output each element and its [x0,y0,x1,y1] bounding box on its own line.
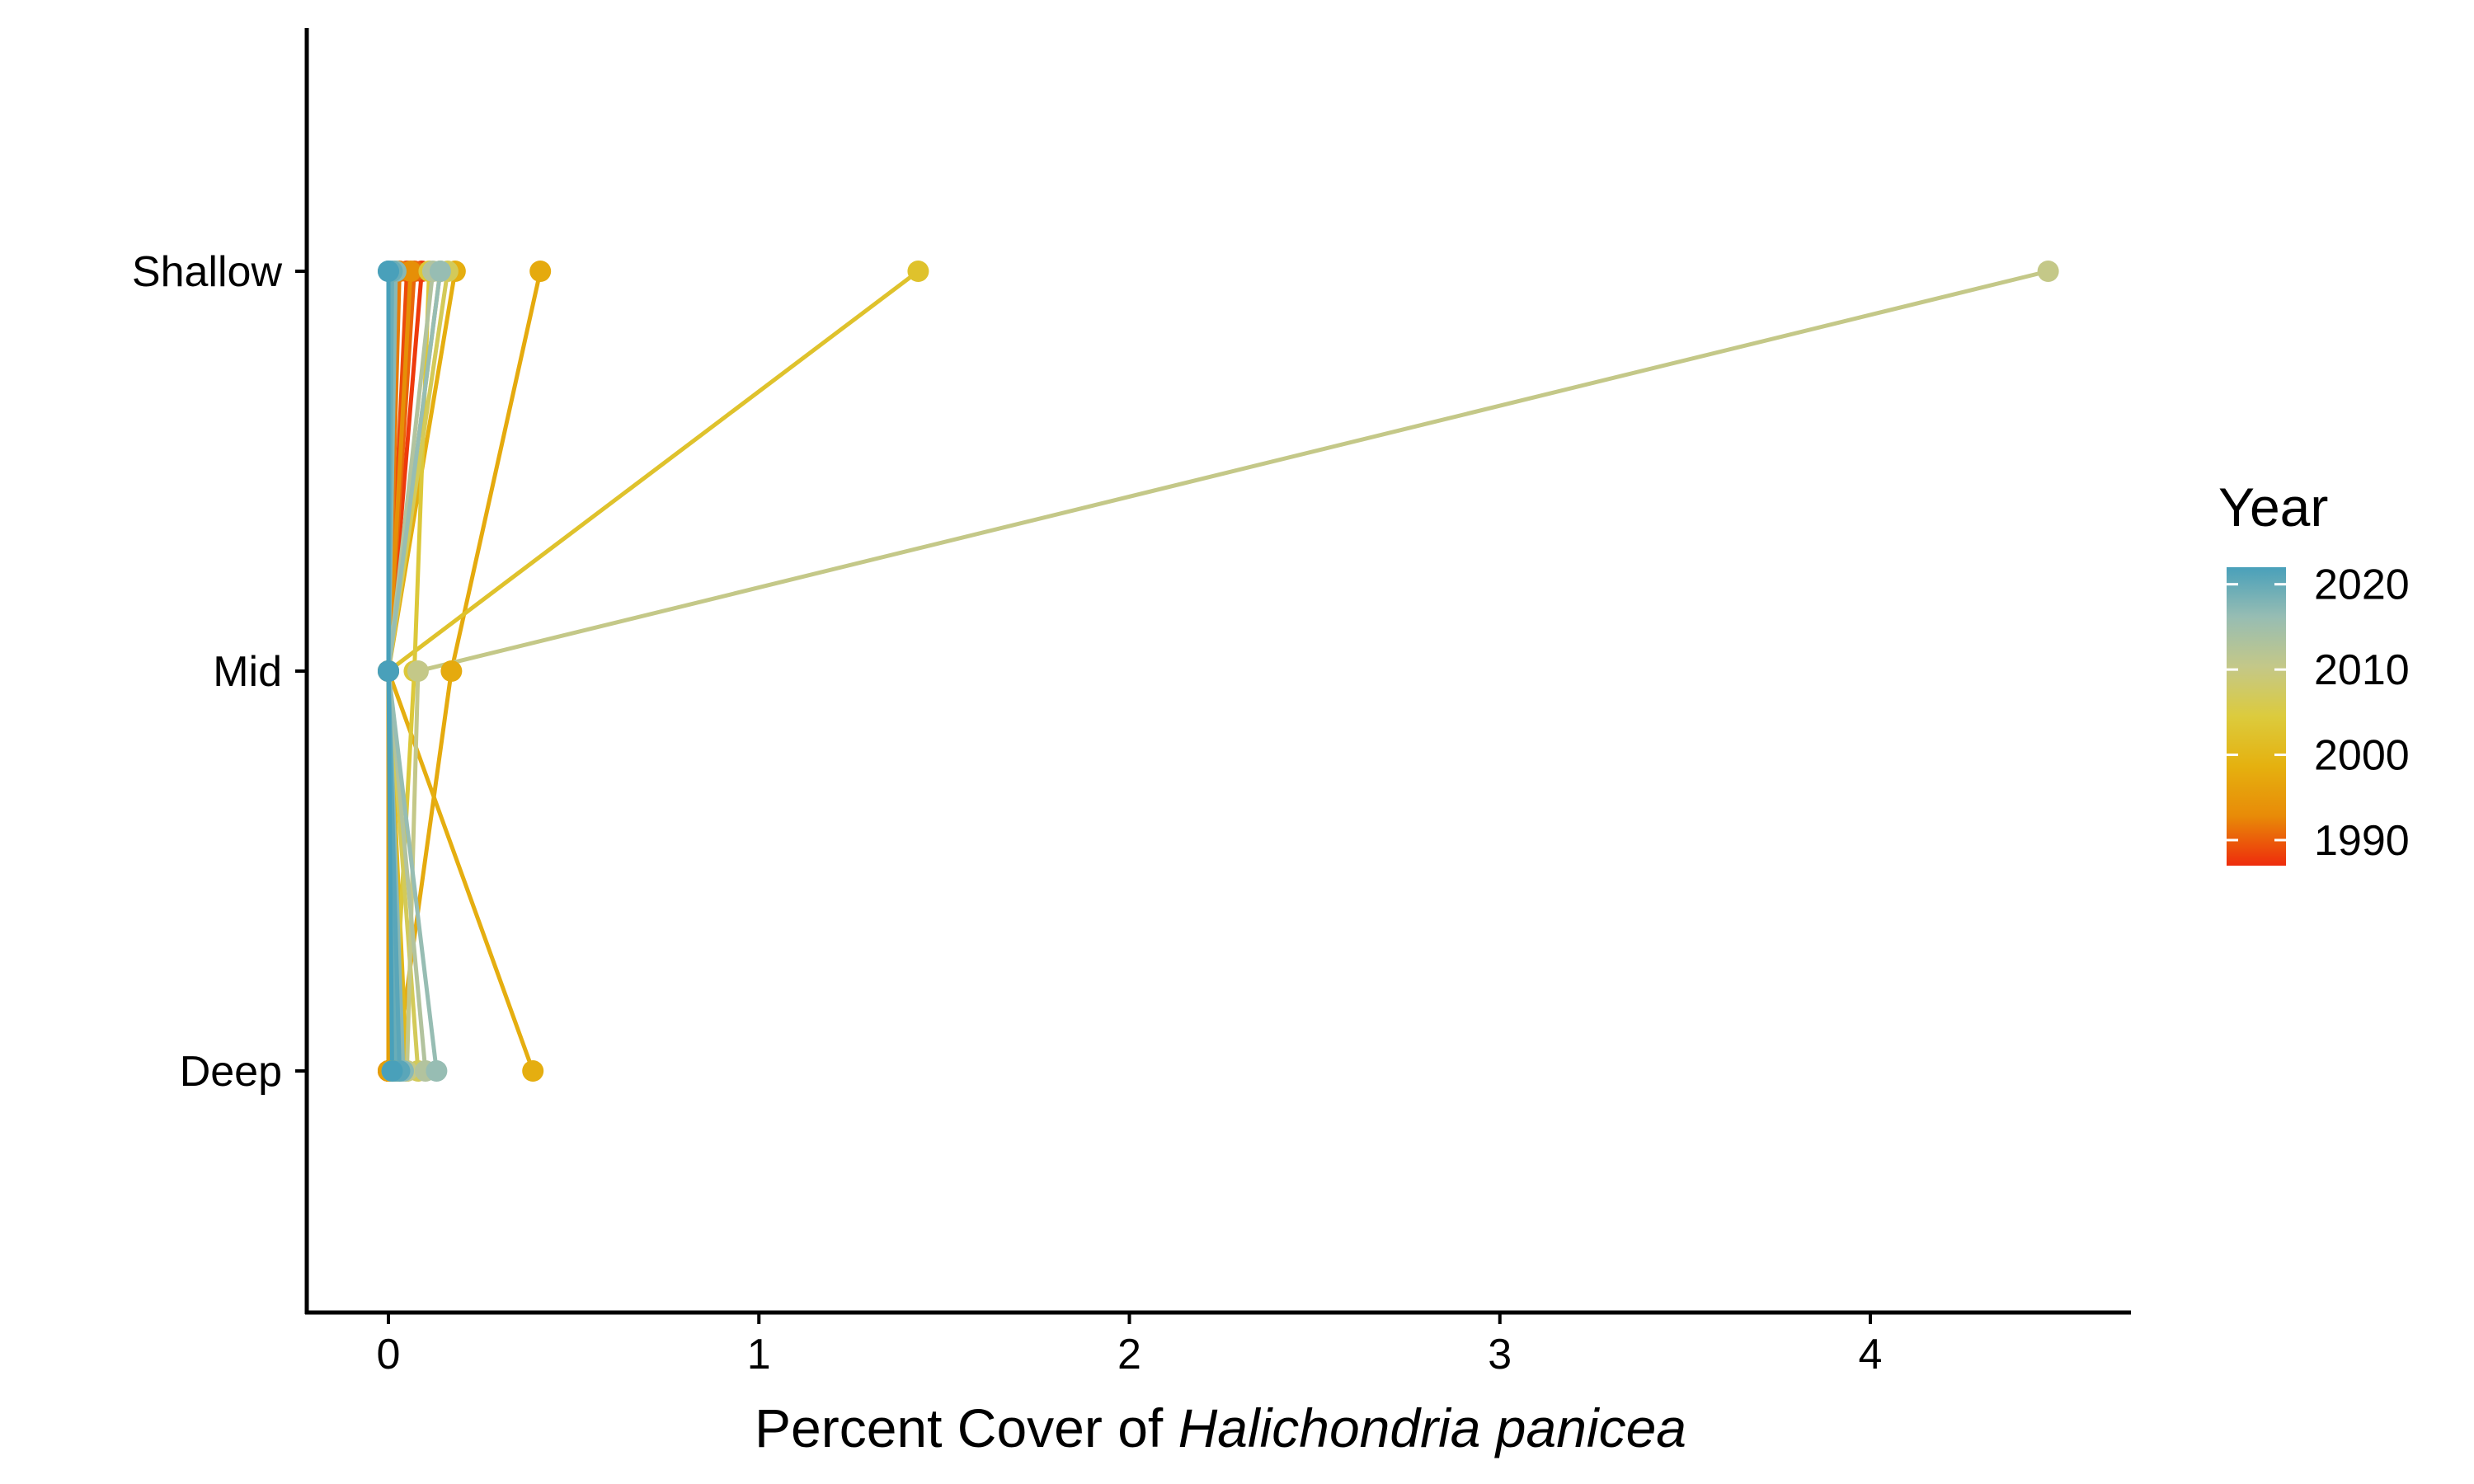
data-point-2016-shallow [429,261,451,282]
y-tick-label-shallow: Shallow [132,248,283,296]
data-point-2021-mid [378,660,399,682]
legend-ticks: 1990 2000 2010 2020 [2227,561,2410,865]
data-point-2001-mid [440,660,463,682]
data-point-2002-deep [522,1060,544,1082]
legend-colorbar [2227,567,2286,866]
data-point-2021-shallow [378,261,399,282]
plot-points [378,261,2059,1082]
legend: Year 1990 2000 2010 2020 [2218,477,2410,866]
y-tick-label-mid: Mid [213,648,282,696]
x-tick-label: 4 [1859,1331,1883,1378]
series-line-2012 [404,269,2049,1072]
data-point-2016-deep [426,1060,448,1082]
x-tick-label: 1 [747,1331,771,1378]
x-axis-ticks: 0 1 2 3 4 [377,1313,1883,1378]
x-tick-label: 0 [377,1331,401,1378]
axes [304,28,2131,1315]
series-line-2006 [386,270,920,1072]
legend-tick-label: 2000 [2314,732,2410,780]
data-point-2006-shallow [907,261,929,282]
data-point-1997-shallow [399,261,421,282]
y-tick-label-deep: Deep [180,1048,282,1096]
legend-tick-label: 2010 [2314,646,2410,694]
x-tick-label: 3 [1488,1331,1512,1378]
x-tick-label: 2 [1117,1331,1141,1378]
legend-tick-label: 1990 [2314,817,2410,865]
data-point-2012-shallow [2037,261,2059,282]
data-point-2001-shallow [529,261,552,282]
plot-lines [386,269,2049,1072]
y-axis-ticks: Deep Mid Shallow [132,248,307,1096]
data-point-2021-deep [381,1060,403,1082]
legend-tick-label: 2020 [2314,561,2410,609]
legend-title: Year [2218,477,2328,538]
x-axis-title: Percent Cover of Halichondria panicea [755,1397,1686,1458]
data-point-2012-mid [407,660,429,682]
